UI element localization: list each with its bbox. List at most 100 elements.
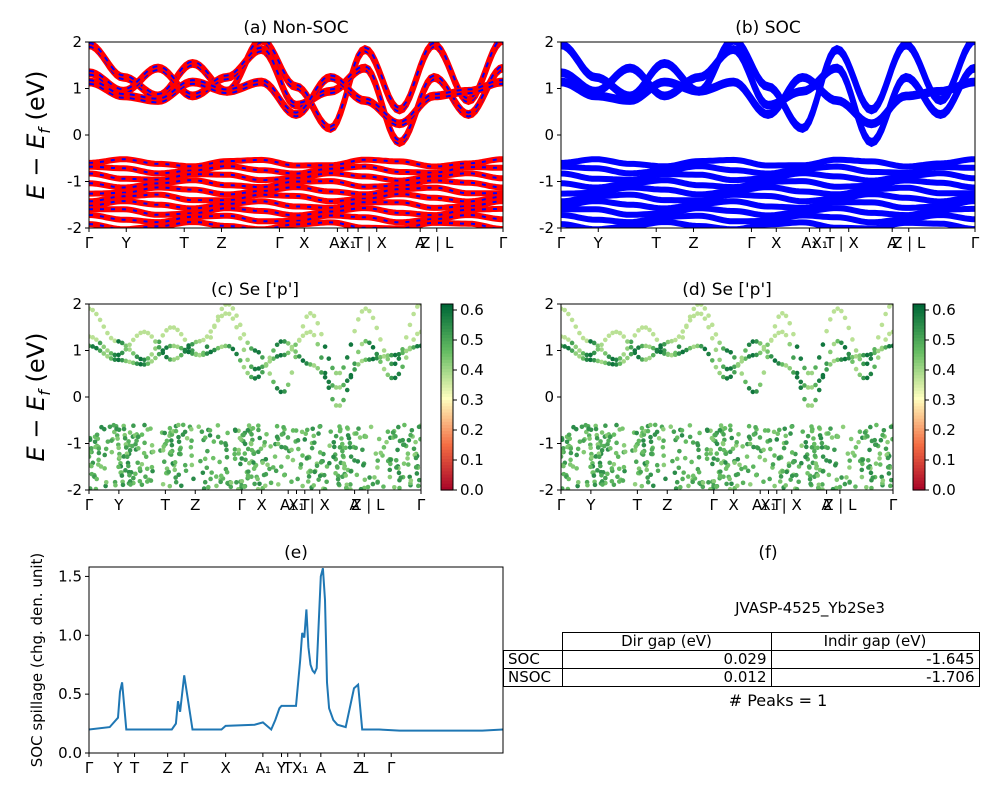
scatter-point [326,385,332,391]
scatter-point [575,483,580,489]
scatter-point [304,455,310,461]
scatter-point [595,468,600,473]
scatter-point [116,445,121,451]
scatter-point [246,423,252,428]
scatter-point [265,462,270,468]
scatter-point [714,451,720,456]
ytick-label: 1.0 [58,626,82,644]
scatter-point [817,433,823,438]
scatter-point [123,358,129,364]
scatter-point [90,307,95,313]
scatter-point [599,448,605,453]
ytick-label: 0.0 [58,744,82,762]
scatter-point [602,360,608,366]
colorbar-segment [441,459,453,463]
scatter-point [198,458,203,464]
xtick-label: Y [276,759,287,777]
scatter-point [282,339,287,344]
scatter-point [744,454,750,459]
scatter-point [392,484,397,490]
scatter-point [359,358,365,364]
colorbar-frame [440,303,454,491]
scatter-point [167,343,173,349]
colorbar-segment [913,434,925,438]
scatter-point [805,370,811,376]
scatter-point [735,456,741,462]
scatter-point [356,426,361,431]
scatter-point [872,350,877,356]
scatter-point [835,306,840,311]
scatter-point [243,457,248,463]
colorbar-segment [913,452,925,457]
scatter-point [271,379,276,385]
scatter-point [805,470,810,476]
scatter-point [249,346,254,351]
scatter-point [402,422,407,428]
scatter-point [375,480,380,485]
scatter-point [621,352,627,357]
colorbar-label: 0.5 [932,331,956,349]
scatter-point [160,333,166,338]
scatter-point [888,424,893,430]
scatter-point [352,367,357,372]
scatter-point [204,351,210,356]
colorbar-segment [913,471,925,476]
scatter-point [314,463,320,469]
scatter-point [109,449,115,455]
scatter-point [403,355,409,360]
colorbar-segment [913,353,925,358]
scatter-point [665,339,671,345]
band-line-up [89,165,503,175]
scatter-point [754,339,759,344]
xtick-label: Γ [85,496,94,514]
scatter-point [278,389,284,395]
scatter-point [750,389,756,395]
scatter-point [872,347,877,352]
scatter-point [680,335,686,340]
scatter-point [89,486,93,490]
scatter-point [232,427,238,433]
xtick-label: A₁ [752,496,768,514]
colorbar-segment [441,403,453,407]
ytick-label: 1 [544,342,554,360]
panel-a-bands [89,42,503,228]
scatter-point [172,460,178,465]
scatter-point [135,434,141,440]
scatter-point [887,304,892,309]
scatter-point [167,425,173,431]
scatter-point [119,350,125,356]
xtick-label: A [887,234,898,252]
scatter-point [300,358,306,363]
scatter-point [853,354,859,359]
scatter-point [870,475,876,480]
scatter-point [127,342,132,348]
scatter-point [824,361,829,366]
scatter-point [176,472,182,478]
scatter-point [638,469,643,475]
scatter-point [615,474,620,480]
scatter-point [685,474,691,479]
ytick-label: 2 [544,33,554,51]
scatter-point [687,423,693,428]
scatter-point [396,470,402,476]
scatter-point [603,475,608,481]
scatter-point [208,476,213,482]
scatter-point [209,470,214,475]
scatter-point [230,316,236,321]
scatter-point [719,460,724,466]
colorbar-segment [441,483,453,488]
scatter-point [679,428,685,433]
scatter-point [166,469,171,475]
scatter-point [312,440,317,445]
scatter-point [860,457,865,463]
xtick-label: T [651,234,662,252]
scatter-point [416,483,421,489]
scatter-point [777,479,783,484]
xtick-label: Z [353,759,363,777]
scatter-point [565,486,571,490]
scatter-point [614,329,619,335]
scatter-point [121,454,127,459]
colorbar-segment [913,350,925,355]
scatter-point [802,365,807,371]
xtick-label: Y [121,234,132,252]
